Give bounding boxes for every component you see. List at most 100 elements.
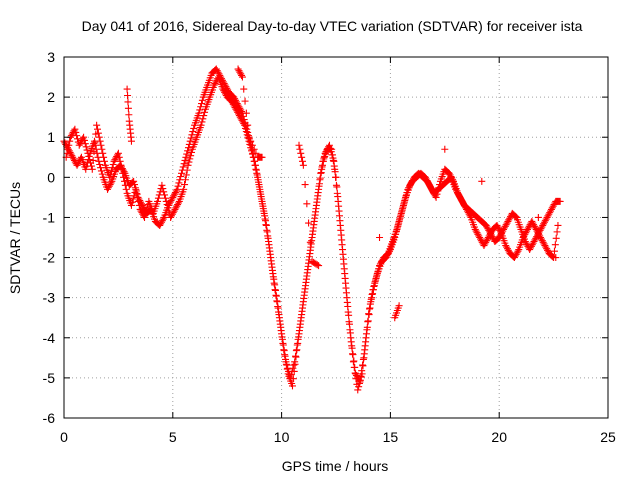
data-point-marker <box>340 260 348 268</box>
y-tick-label: -5 <box>43 370 56 386</box>
data-point-marker <box>480 242 488 250</box>
data-point-marker <box>199 115 207 123</box>
data-point-marker <box>530 222 538 230</box>
data-point-marker <box>225 95 233 103</box>
data-point-marker <box>549 253 557 261</box>
data-point-marker <box>500 224 508 232</box>
data-point-marker <box>432 193 440 201</box>
data-point-marker <box>79 135 87 143</box>
data-point-marker <box>198 118 206 126</box>
data-point-marker <box>455 191 463 199</box>
data-point-marker <box>181 156 189 164</box>
data-point-marker <box>167 213 175 221</box>
data-point-marker <box>93 121 101 129</box>
data-point-marker <box>306 238 314 246</box>
data-point-marker <box>461 202 469 210</box>
data-point-marker <box>247 137 255 145</box>
data-point-marker <box>425 181 433 189</box>
y-axis-tick-labels: -6 -5 -4 -3 -2 -1 0 1 2 3 <box>43 49 56 426</box>
data-point-marker <box>172 204 180 212</box>
data-point-marker <box>496 226 504 234</box>
data-point-marker <box>460 201 468 209</box>
data-point-marker <box>405 184 413 192</box>
data-point-marker <box>475 215 483 223</box>
data-point-marker <box>346 326 354 334</box>
data-point-marker <box>190 124 198 132</box>
data-point-marker <box>182 153 190 161</box>
data-point-marker <box>349 358 357 366</box>
data-point-marker <box>252 165 260 173</box>
data-point-marker <box>100 157 108 165</box>
data-point-marker <box>358 370 366 378</box>
data-point-marker <box>248 150 256 158</box>
data-point-marker <box>240 120 248 128</box>
data-point-marker <box>421 175 429 183</box>
data-point-marker <box>552 254 560 262</box>
data-point-marker <box>170 207 178 215</box>
data-point-marker <box>141 210 149 218</box>
data-point-marker <box>164 204 172 212</box>
data-point-marker <box>211 79 219 87</box>
data-point-marker <box>242 109 250 117</box>
data-point-marker <box>66 137 74 145</box>
data-point-marker <box>73 161 81 169</box>
data-point-marker <box>302 282 310 290</box>
data-point-marker <box>77 138 85 146</box>
data-point-marker <box>447 173 455 181</box>
data-point-marker <box>541 242 549 250</box>
series-group <box>62 73 562 394</box>
data-point-marker <box>522 239 530 247</box>
data-point-marker <box>383 250 391 258</box>
x-tick-label: 20 <box>491 429 507 445</box>
data-point-marker <box>131 189 139 197</box>
data-point-marker <box>82 143 90 151</box>
data-point-marker <box>95 133 103 141</box>
data-point-marker <box>497 228 505 236</box>
data-point-marker <box>305 256 313 264</box>
x-tick-label: 15 <box>383 429 399 445</box>
data-point-marker <box>337 231 345 239</box>
data-point-marker <box>368 294 376 302</box>
data-point-marker <box>342 289 350 297</box>
data-point-marker <box>132 185 140 193</box>
data-point-marker <box>213 67 221 75</box>
data-point-marker <box>250 157 258 165</box>
data-point-marker <box>296 320 304 328</box>
data-point-marker <box>186 137 194 145</box>
data-point-marker <box>134 197 142 205</box>
data-point-marker <box>290 367 298 375</box>
data-point-marker <box>457 196 465 204</box>
data-point-marker <box>436 181 444 189</box>
data-point-marker <box>179 163 187 171</box>
data-point-marker <box>120 173 128 181</box>
data-point-marker <box>530 221 538 229</box>
data-point-marker <box>359 362 367 370</box>
data-point-marker <box>331 168 339 176</box>
data-point-marker <box>433 190 441 198</box>
data-point-marker <box>86 156 94 164</box>
data-point-marker <box>299 301 307 309</box>
data-point-marker <box>283 365 291 373</box>
data-point-marker <box>298 153 306 161</box>
data-point-marker <box>512 213 520 221</box>
y-tick-label: 1 <box>47 129 55 145</box>
y-tick-label: 2 <box>47 89 55 105</box>
data-point-marker <box>448 174 456 182</box>
data-point-marker <box>109 160 117 168</box>
data-point-marker <box>490 224 498 232</box>
data-point-marker <box>476 235 484 243</box>
y-axis-title: SDTVAR / TECUs <box>7 182 23 294</box>
data-point-marker <box>266 247 274 255</box>
data-point-marker <box>333 183 341 191</box>
data-point-marker <box>543 213 551 221</box>
data-point-marker <box>297 314 305 322</box>
data-point-marker <box>98 170 106 178</box>
data-point-marker <box>233 107 241 115</box>
data-point-marker <box>529 239 537 247</box>
x-tick-label: 25 <box>600 429 616 445</box>
data-point-marker <box>68 130 76 138</box>
data-point-marker <box>157 220 165 228</box>
data-point-marker <box>69 153 77 161</box>
data-point-marker <box>181 176 189 184</box>
data-point-marker <box>335 212 343 220</box>
